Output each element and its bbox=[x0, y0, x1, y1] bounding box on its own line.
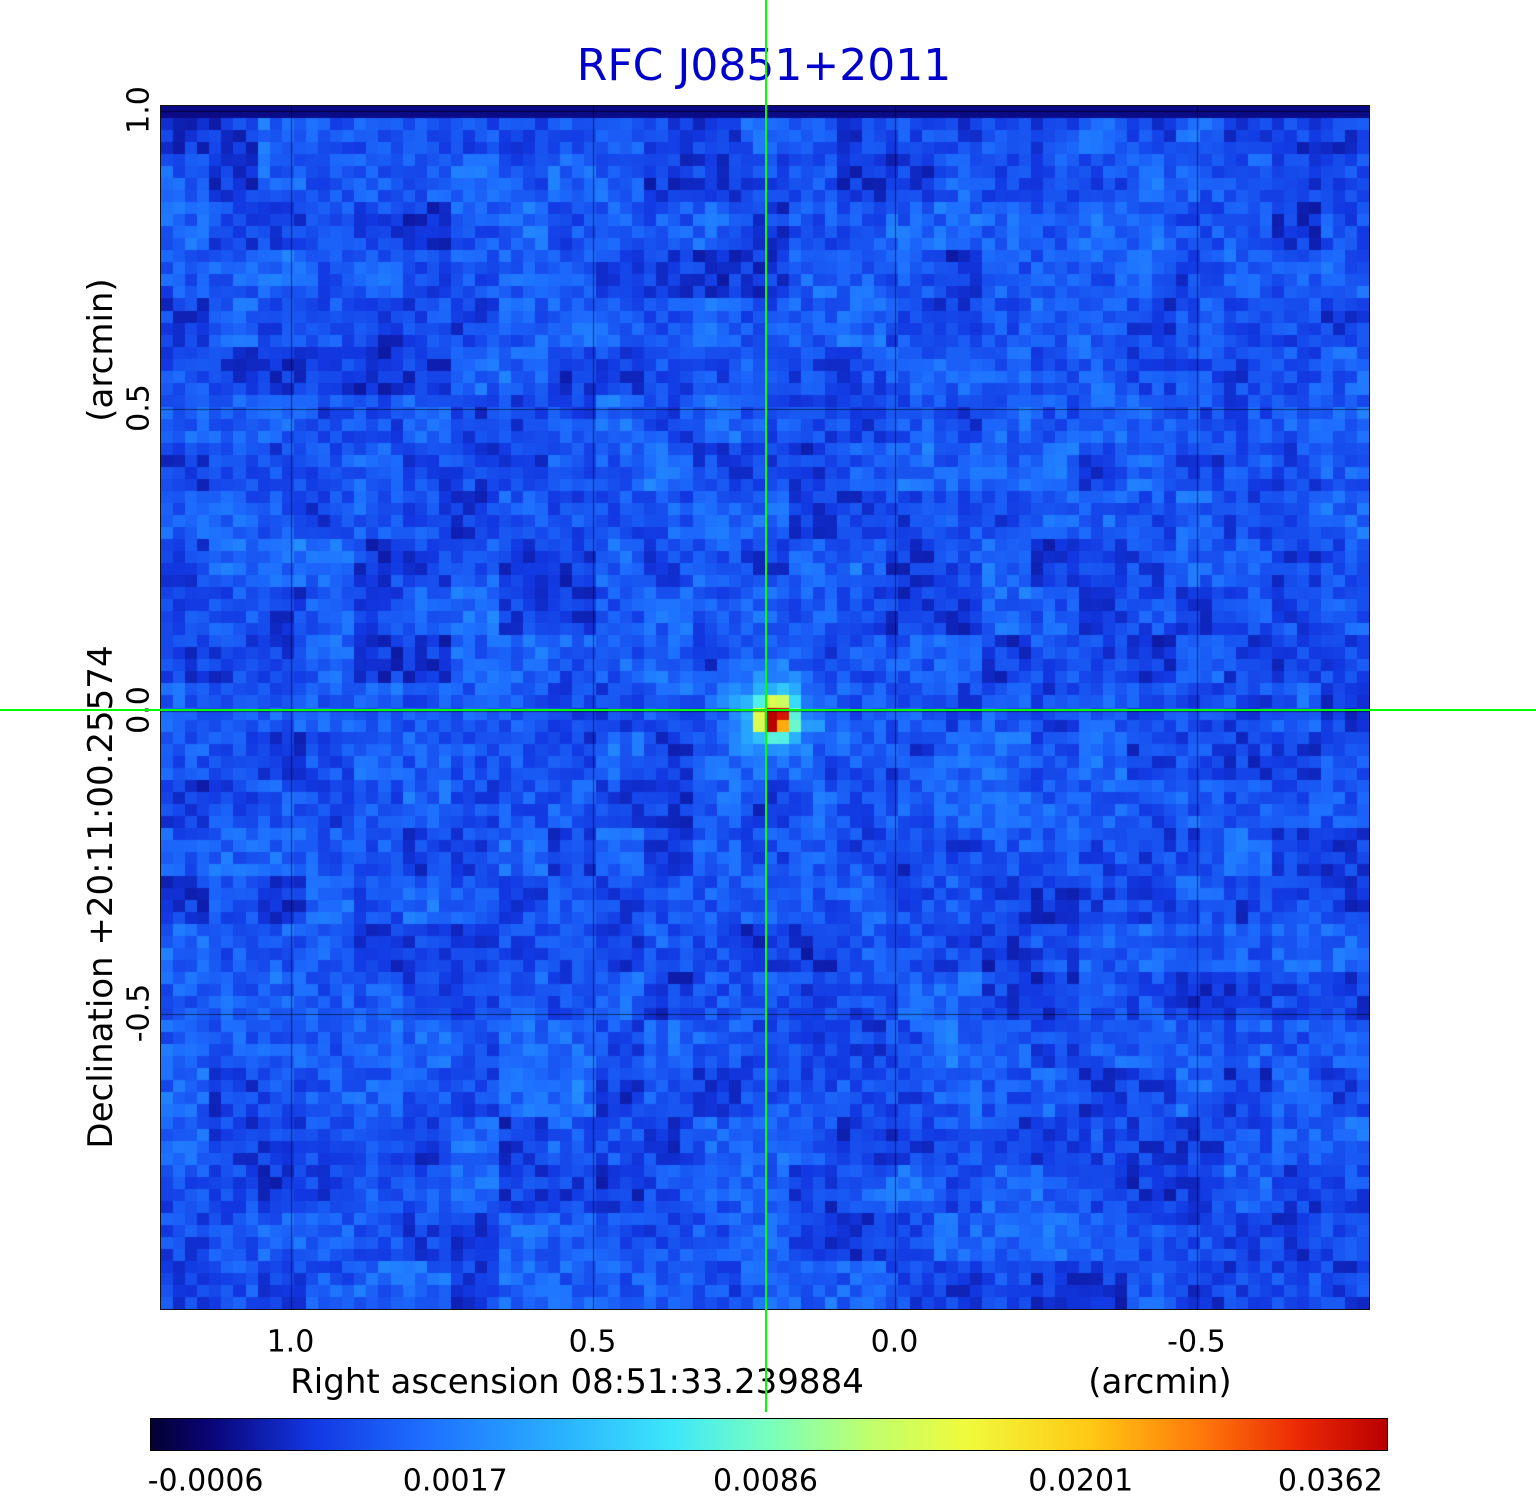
x-tick-label: 0.0 bbox=[870, 1324, 919, 1360]
x-axis-label: Right ascension 08:51:33.239884 bbox=[290, 1362, 864, 1402]
y-axis-label: Declination +20:11:00.25574 bbox=[81, 645, 121, 1149]
crosshair-vertical-line bbox=[765, 0, 768, 1412]
y-tick-label: -0.5 bbox=[121, 983, 157, 1043]
colorbar-tick-label: 0.0201 bbox=[1028, 1463, 1134, 1499]
x-tick-label: 0.5 bbox=[568, 1324, 617, 1360]
crosshair-horizontal-line bbox=[0, 709, 1536, 712]
colorbar-tick-label: 0.0086 bbox=[713, 1463, 819, 1499]
y-tick-label: 0.5 bbox=[121, 384, 157, 432]
x-tick-label: -0.5 bbox=[1167, 1324, 1226, 1360]
colorbar-gradient bbox=[151, 1419, 1387, 1450]
sky-map-plot bbox=[160, 105, 1370, 1310]
x-axis-unit-label: (arcmin) bbox=[1088, 1362, 1232, 1402]
y-tick-label: 1.0 bbox=[121, 85, 157, 134]
x-tick-label: 1.0 bbox=[266, 1324, 315, 1360]
figure-title: RFC J0851+2011 bbox=[576, 40, 952, 91]
colorbar bbox=[150, 1418, 1388, 1451]
y-axis-unit-label: (arcmin) bbox=[81, 278, 121, 422]
colorbar-tick-label: -0.0006 bbox=[147, 1463, 264, 1499]
colorbar-tick-label: 0.0017 bbox=[402, 1463, 508, 1499]
sky-map-canvas bbox=[161, 106, 1369, 1309]
colorbar-tick-label: 0.0362 bbox=[1277, 1463, 1383, 1499]
